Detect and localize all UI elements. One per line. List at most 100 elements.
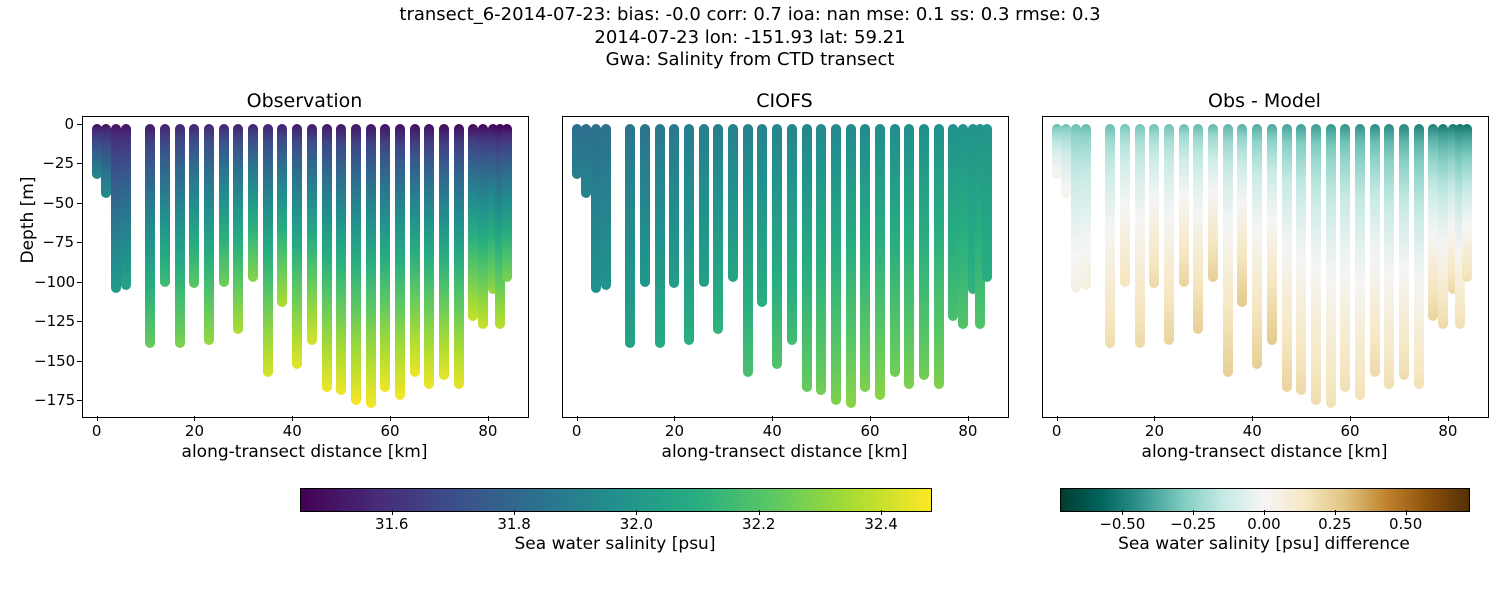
suptitle-line2: 2014-07-23 lon: -151.93 lat: 59.21 [0, 27, 1500, 50]
profile-model [934, 124, 944, 389]
x-tick-label: 80 [478, 422, 497, 440]
suptitle-line3: Gwa: Salinity from CTD transect [0, 49, 1500, 72]
profile-model [581, 124, 591, 198]
panel-title-observation: Observation [82, 90, 527, 112]
x-tick-label: 60 [861, 422, 880, 440]
x-tick-label: 60 [1341, 422, 1360, 440]
profile-obs [424, 124, 434, 389]
profile-model [640, 124, 650, 287]
profile-model [591, 124, 601, 293]
profile-model [831, 124, 841, 405]
y-tick-label: 0 [34, 115, 74, 133]
profile-obs [204, 124, 214, 345]
profile-obs [111, 124, 121, 293]
colorbar-salinity-label: Sea water salinity [psu] [300, 534, 930, 554]
profile-model [948, 124, 958, 321]
profile-model [816, 124, 826, 396]
profile-model [982, 124, 992, 282]
profile-diff [1237, 124, 1247, 307]
profile-model [655, 124, 665, 348]
profile-obs [439, 124, 449, 380]
profile-diff [1296, 124, 1306, 396]
profile-model [669, 124, 679, 288]
profile-diff [1179, 124, 1189, 287]
profile-obs [454, 124, 464, 389]
profile-model [846, 124, 856, 408]
profile-diff [1135, 124, 1145, 348]
x-tick-label: 60 [381, 422, 400, 440]
profile-diff [1081, 124, 1091, 290]
profile-diff [1355, 124, 1365, 400]
x-tick-label: 40 [283, 422, 302, 440]
profile-obs [175, 124, 185, 348]
profile-obs [189, 124, 199, 288]
colorbar-tick-label: −0.50 [1099, 515, 1145, 533]
profile-model [890, 124, 900, 377]
x-tick-label: 80 [1438, 422, 1457, 440]
panel-title-diff: Obs - Model [1042, 90, 1487, 112]
profile-obs [160, 124, 170, 287]
profile-model [772, 124, 782, 369]
y-tick-label: −175 [34, 391, 74, 409]
x-tick-label: 20 [1145, 422, 1164, 440]
profile-model [757, 124, 767, 307]
figure: transect_6-2014-07-23: bias: -0.0 corr: … [0, 0, 1500, 600]
profile-obs [263, 124, 273, 377]
profile-model [601, 124, 611, 290]
y-tick-label: −150 [34, 352, 74, 370]
x-tick-label: 0 [1052, 422, 1062, 440]
profile-model [802, 124, 812, 392]
profile-model [699, 124, 709, 287]
profile-model [684, 124, 694, 345]
profile-obs [219, 124, 229, 287]
profile-model [728, 124, 738, 282]
profile-diff [1149, 124, 1159, 288]
x-tick-label: 20 [185, 422, 204, 440]
colorbar-tick-label: 32.4 [864, 515, 897, 533]
y-tick-label: −25 [34, 154, 74, 172]
colorbar-tick-label: 31.8 [497, 515, 530, 533]
profile-diff [1438, 124, 1448, 329]
colorbar-tick-label: 0.25 [1318, 515, 1351, 533]
profile-diff [1071, 124, 1081, 293]
colorbar-tick-label: 31.6 [375, 515, 408, 533]
profile-model [875, 124, 885, 400]
profile-model [743, 124, 753, 377]
profile-diff [1223, 124, 1233, 377]
panel-title-ciofs: CIOFS [562, 90, 1007, 112]
x-tick-label: 40 [763, 422, 782, 440]
x-tick-label: 0 [92, 422, 102, 440]
colorbar-tick-label: 32.0 [620, 515, 653, 533]
profile-obs [366, 124, 376, 408]
profile-diff [1164, 124, 1174, 345]
profile-obs [101, 124, 111, 198]
profile-diff [1061, 124, 1071, 198]
colorbar-tick-label: 0.50 [1389, 515, 1422, 533]
profile-model [787, 124, 797, 345]
profile-diff [1370, 124, 1380, 377]
profile-obs [145, 124, 155, 348]
profile-model [860, 124, 870, 392]
profile-diff [1384, 124, 1394, 389]
colorbar-tick-label: −0.25 [1170, 515, 1216, 533]
profile-obs [277, 124, 287, 307]
figure-suptitle: transect_6-2014-07-23: bias: -0.0 corr: … [0, 4, 1500, 72]
suptitle-line1: transect_6-2014-07-23: bias: -0.0 corr: … [0, 4, 1500, 27]
profile-obs [121, 124, 131, 290]
profile-diff [1462, 124, 1472, 282]
x-tick-label: 20 [665, 422, 684, 440]
x-axis-label-3: along-transect distance [km] [1042, 442, 1487, 462]
profile-obs [233, 124, 243, 334]
y-tick-label: −125 [34, 312, 74, 330]
x-tick-label: 0 [572, 422, 582, 440]
profile-obs [380, 124, 390, 392]
profile-diff [1399, 124, 1409, 380]
profile-diff [1105, 124, 1115, 348]
x-axis-label-2: along-transect distance [km] [562, 442, 1007, 462]
profile-diff [1208, 124, 1218, 282]
colorbar-diff-label: Sea water salinity [psu] difference [1060, 534, 1468, 554]
profile-obs [468, 124, 478, 321]
profile-diff [1428, 124, 1438, 321]
profile-diff [1267, 124, 1277, 345]
profile-obs [351, 124, 361, 405]
